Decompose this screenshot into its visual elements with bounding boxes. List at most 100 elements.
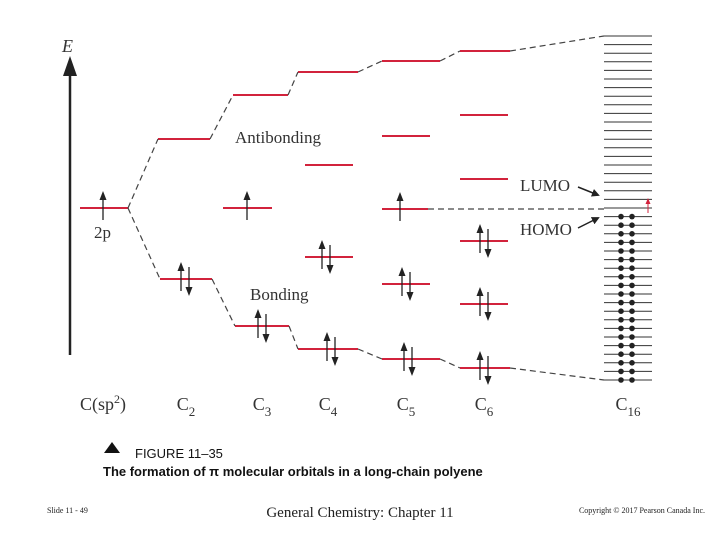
figure-number: FIGURE 11–35	[135, 446, 223, 461]
electron-dot	[618, 317, 624, 323]
electron-up-head	[323, 332, 331, 341]
electron-dot	[629, 351, 635, 358]
correlation-line	[439, 358, 461, 369]
electron-down-head	[406, 292, 414, 301]
electron-up-head	[177, 262, 185, 271]
electron-up-head	[254, 309, 262, 318]
axis-arrowhead	[63, 56, 77, 76]
electron-down-head	[262, 334, 270, 343]
electron-dot	[618, 334, 624, 340]
homo-label: HOMO	[520, 220, 572, 239]
electron-dot	[629, 308, 635, 315]
column-label: C6	[475, 394, 494, 419]
electron-dot	[618, 351, 624, 358]
electron-dot	[618, 291, 624, 297]
electron-dot	[629, 360, 635, 366]
lumo-pointer	[577, 186, 600, 197]
correlation-line	[509, 35, 605, 52]
electron-down-head	[484, 249, 492, 258]
subscript: 3	[265, 404, 272, 419]
subscript: 4	[331, 404, 338, 419]
electron-dot	[618, 239, 624, 246]
correlation-line	[211, 278, 236, 327]
electron-up-head	[476, 287, 484, 296]
electron-dot	[618, 231, 624, 237]
electron-dot	[618, 265, 624, 272]
subscript: 16	[628, 404, 642, 419]
electron-down-head	[484, 376, 492, 385]
caption-triangle	[104, 442, 120, 453]
bonding-label: Bonding	[250, 285, 309, 304]
electron-up-head	[318, 240, 326, 249]
correlation-line	[439, 50, 461, 62]
electron-dot	[629, 291, 635, 297]
column-label: C5	[397, 394, 416, 419]
correlation-line	[357, 348, 383, 360]
electron-dot	[618, 274, 624, 280]
electron-dot	[618, 299, 624, 306]
electron-dot	[629, 265, 635, 272]
antibonding-label: Antibonding	[235, 128, 321, 147]
correlation-line	[288, 325, 299, 350]
electron-dot	[629, 282, 635, 289]
subscript: 5	[409, 404, 416, 419]
electron-dot	[618, 248, 624, 254]
column-name: C	[177, 394, 189, 414]
subscript: 6	[487, 404, 494, 419]
homo-pointer	[577, 217, 600, 229]
column-name-end: )	[120, 394, 126, 415]
correlation-line	[509, 367, 605, 381]
electron-dot	[629, 342, 635, 349]
axis-label: E	[61, 36, 73, 56]
electron-dot	[629, 377, 635, 383]
electron-dot	[629, 213, 635, 220]
electron-dot	[629, 368, 635, 375]
column-name: C	[475, 394, 487, 414]
electron-dot	[629, 325, 635, 332]
electron-dot	[618, 368, 624, 375]
electron-up-head	[243, 191, 251, 200]
correlation-line	[127, 207, 161, 280]
column-name: C	[319, 394, 331, 414]
electron-dot	[629, 317, 635, 323]
column-label: C4	[319, 394, 338, 419]
electron-up-head	[398, 267, 406, 276]
subscript: 2	[189, 404, 196, 419]
electron-down-head	[326, 265, 334, 274]
electron-dot	[629, 299, 635, 306]
electron-dot	[629, 231, 635, 237]
slide-number: Slide 11 - 49	[47, 506, 88, 515]
electron-dot	[629, 334, 635, 340]
electron-up-head	[99, 191, 107, 200]
superscript: 2	[114, 392, 120, 406]
electron-up-head	[476, 351, 484, 360]
electron-dot	[618, 308, 624, 315]
electron-dot	[618, 377, 624, 383]
electron-up-head	[400, 342, 408, 351]
electron-dot	[618, 222, 624, 228]
column-label: C(sp2)	[80, 392, 126, 415]
orbital-label: 2p	[94, 223, 111, 242]
correlation-line	[287, 71, 299, 96]
electron-up-head	[396, 192, 404, 201]
column-label: C16	[615, 394, 641, 419]
column-label: C2	[177, 394, 196, 419]
electron-dot	[618, 213, 624, 220]
electron-down-head	[484, 312, 492, 321]
electron-dot	[618, 342, 624, 349]
electron-dot	[629, 222, 635, 228]
copyright: Copyright © 2017 Pearson Canada Inc.	[579, 506, 705, 515]
correlation-line	[209, 94, 234, 140]
electron-dot	[629, 248, 635, 254]
column-name: C	[397, 394, 409, 414]
excitation-arrow-head	[645, 198, 651, 204]
column-label: C3	[253, 394, 272, 419]
electron-dot	[629, 239, 635, 246]
electron-dot	[618, 282, 624, 289]
lumo-label: LUMO	[520, 176, 570, 195]
diagram: E 2p Antibonding Bonding LUMO HOMO	[61, 35, 652, 385]
electron-down-head	[185, 287, 193, 296]
electron-dot	[629, 256, 635, 263]
column-name: C(sp	[80, 394, 114, 415]
